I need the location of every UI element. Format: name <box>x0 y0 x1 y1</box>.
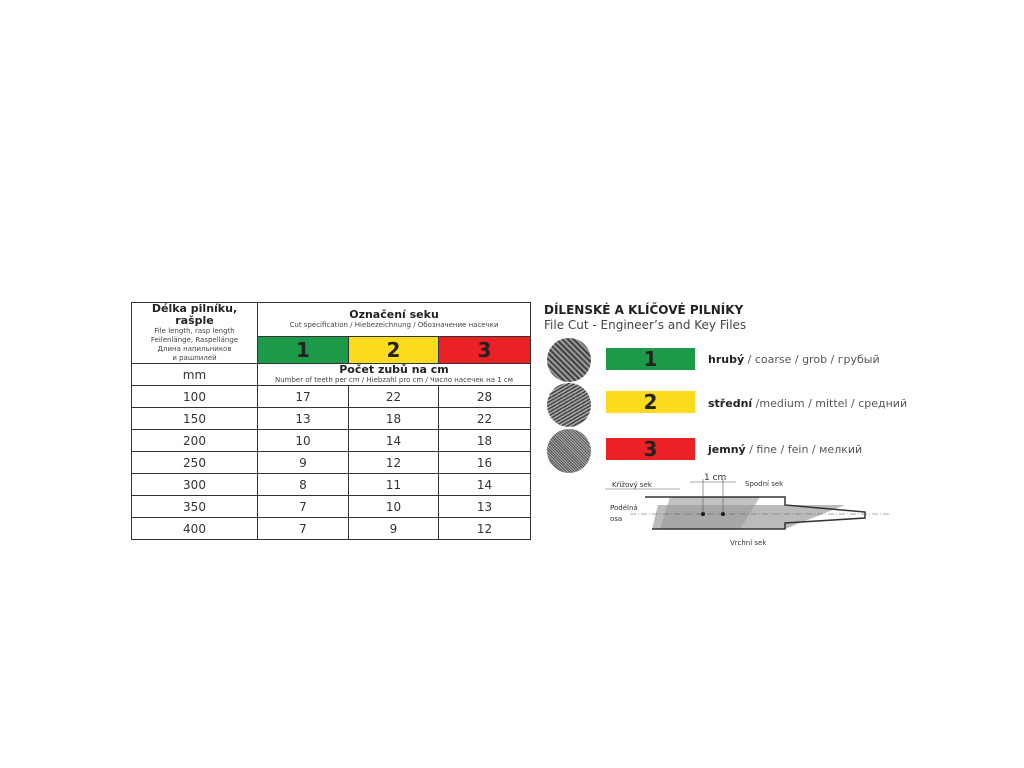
teeth-cell: 9 <box>348 517 439 540</box>
teeth-cell: 10 <box>348 495 439 518</box>
teeth-cell: 18 <box>348 407 439 430</box>
teeth-cell: 16 <box>437 451 532 474</box>
table-row: 200 10 14 18 <box>131 429 532 452</box>
teeth-cell: 13 <box>257 407 349 430</box>
length-sub: и рашпилей <box>172 354 217 362</box>
top-cut-label: Vrchní sek <box>730 539 767 547</box>
teeth-cell: 14 <box>437 473 532 496</box>
cut-bar-2: 2 <box>606 391 695 413</box>
table-row: 150 13 18 22 <box>131 407 532 430</box>
medium-cut-swatch <box>547 383 591 427</box>
table-row: 300 8 11 14 <box>131 473 532 496</box>
unit-cell: mm <box>131 363 258 386</box>
cut-bar-3: 3 <box>606 438 695 460</box>
coarse-cut-swatch <box>547 338 591 382</box>
teeth-cell: 22 <box>348 385 439 408</box>
teeth-cell: 17 <box>257 385 349 408</box>
length-cell: 350 <box>131 495 258 518</box>
dimension-label: 1 cm <box>704 473 726 483</box>
file-diagram: 1 cm Křížový sek Spodní sek Podélná osa … <box>605 473 890 547</box>
length-sub: File length, rasp length <box>154 327 235 335</box>
cut-label-2: střední /medium / mittel / средний <box>708 397 908 410</box>
cut-label-1: hrubý / coarse / grob / грубый <box>708 353 880 366</box>
legend-title: DÍLENSKÉ A KLÍČOVÉ PILNÍKY <box>544 303 744 317</box>
cross-cut-label: Křížový sek <box>612 481 653 489</box>
length-cell: 100 <box>131 385 258 408</box>
fine-cut-swatch <box>547 429 591 473</box>
length-cell: 300 <box>131 473 258 496</box>
file-spec-table: Délka pilníku, rašple File length, rasp … <box>131 301 532 540</box>
file-outline <box>645 496 866 530</box>
length-cell: 200 <box>131 429 258 452</box>
cut-header: Označení seku Cut specification / Hiebez… <box>256 301 532 338</box>
cut-3: 3 <box>437 336 532 364</box>
length-sub: Длина напильников <box>157 345 232 353</box>
table-row: 100 17 22 28 <box>131 385 532 408</box>
cut-2: 2 <box>348 336 439 364</box>
teeth-cell: 10 <box>257 429 349 452</box>
bottom-cut-label: Spodní sek <box>745 480 784 488</box>
table-row: 400 7 9 12 <box>131 517 532 540</box>
cut-label-3: jemný / fine / fein / мелкий <box>708 443 863 456</box>
length-header: Délka pilníku, rašple File length, rasp … <box>131 302 258 364</box>
teeth-cell: 12 <box>437 517 532 540</box>
teeth-cell: 13 <box>437 495 532 518</box>
table-row: 250 9 12 16 <box>131 451 532 474</box>
length-title: Délka pilníku, rašple <box>151 302 238 327</box>
teeth-cell: 12 <box>348 451 439 474</box>
teeth-subtitle: Number of teeth per cm / Hiebzahl pro cm… <box>274 376 514 384</box>
teeth-cell: 9 <box>257 451 349 474</box>
length-cell: 150 <box>131 407 258 430</box>
teeth-header: Počet zubů na cm Number of teeth per cm … <box>256 363 532 386</box>
axis-label: Podélná <box>610 504 638 512</box>
table-row: 350 7 10 13 <box>131 495 532 518</box>
length-sub: Feilenlänge, Raspellänge <box>150 336 239 344</box>
teeth-cell: 8 <box>257 473 349 496</box>
legend-subtitle: File Cut - Engineer’s and Key Files <box>544 318 747 332</box>
teeth-cell: 7 <box>257 495 349 518</box>
teeth-cell: 7 <box>257 517 349 540</box>
teeth-cell: 28 <box>437 385 532 408</box>
length-cell: 400 <box>131 517 258 540</box>
teeth-cell: 14 <box>348 429 439 452</box>
teeth-cell: 11 <box>348 473 439 496</box>
cut-subtitle: Cut specification / Hiebezeichnung / Обо… <box>289 321 499 329</box>
teeth-cell: 22 <box>437 407 532 430</box>
cut-1: 1 <box>257 336 349 364</box>
cut-title: Označení seku <box>349 308 439 321</box>
teeth-title: Počet zubů na cm <box>339 363 449 376</box>
axis-label-2: osa <box>610 515 622 523</box>
teeth-cell: 18 <box>437 429 532 452</box>
cut-bar-1: 1 <box>606 348 695 370</box>
length-cell: 250 <box>131 451 258 474</box>
